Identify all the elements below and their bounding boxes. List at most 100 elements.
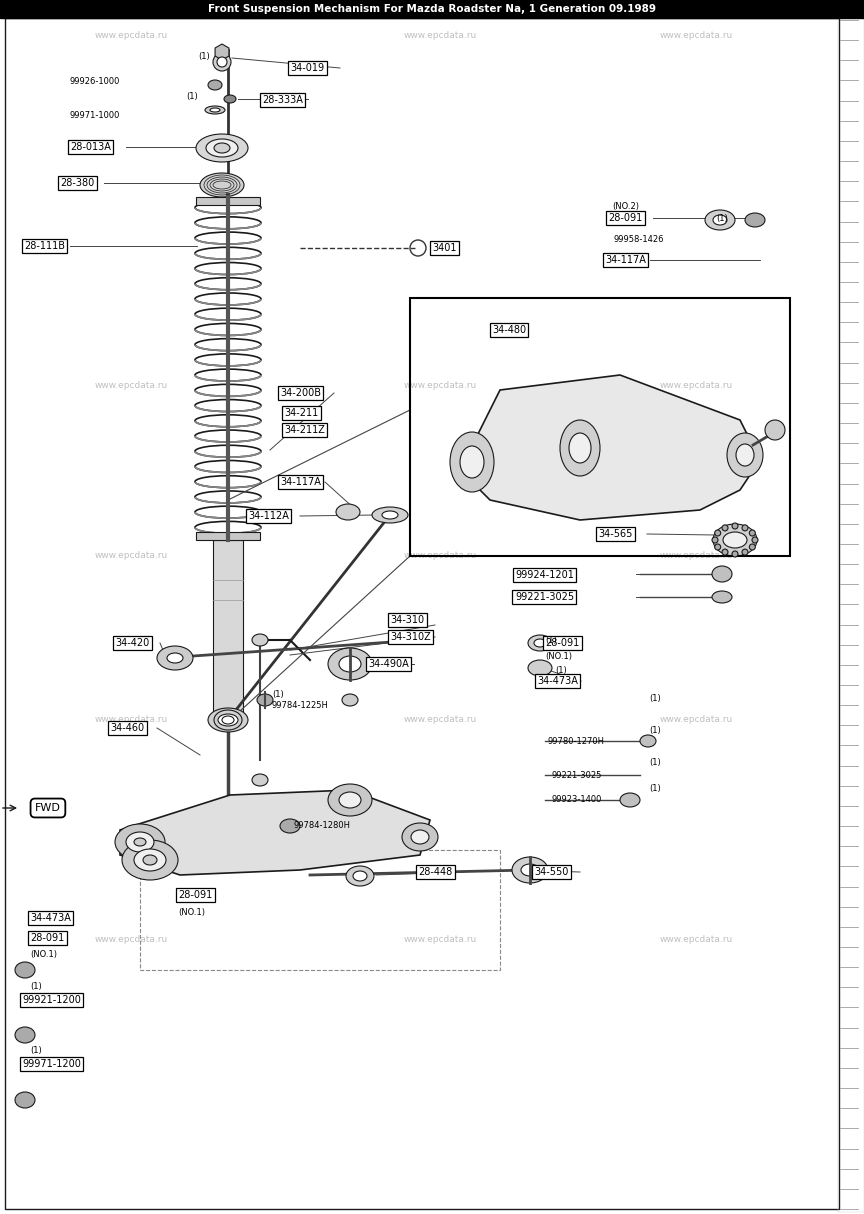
Ellipse shape (208, 80, 222, 90)
Text: 34-565: 34-565 (598, 529, 632, 539)
Text: 99784-1280H: 99784-1280H (294, 822, 351, 830)
Text: 99926-1000: 99926-1000 (70, 78, 120, 86)
Bar (0, 0, 864, 18)
Ellipse shape (134, 849, 166, 870)
Ellipse shape (705, 210, 735, 229)
Ellipse shape (328, 784, 372, 816)
Ellipse shape (218, 714, 238, 726)
Ellipse shape (143, 855, 157, 866)
Ellipse shape (765, 420, 785, 439)
Bar (213, 540, 243, 720)
Ellipse shape (15, 961, 35, 978)
Text: www.epcdata.ru: www.epcdata.ru (660, 32, 734, 40)
Text: 34-200B: 34-200B (280, 388, 321, 398)
Ellipse shape (712, 537, 718, 543)
Ellipse shape (534, 639, 546, 647)
Text: 34-310: 34-310 (390, 615, 424, 625)
Text: (1): (1) (649, 726, 661, 734)
Bar (838, 18, 864, 1212)
Ellipse shape (200, 174, 244, 197)
Ellipse shape (715, 531, 721, 537)
Text: www.epcdata.ru: www.epcdata.ru (95, 32, 168, 40)
Text: www.epcdata.ru: www.epcdata.ru (95, 715, 168, 725)
Text: 28-013A: 28-013A (70, 142, 111, 152)
Ellipse shape (210, 108, 220, 112)
Ellipse shape (257, 694, 273, 707)
Ellipse shape (742, 549, 748, 555)
Text: www.epcdata.ru: www.epcdata.ru (660, 715, 734, 725)
Ellipse shape (346, 866, 374, 886)
Text: 99780-1270H: 99780-1270H (547, 737, 604, 747)
Ellipse shape (252, 634, 268, 646)
Text: 34-480: 34-480 (492, 325, 526, 335)
Text: 99221-3025: 99221-3025 (552, 771, 602, 779)
Text: (1): (1) (555, 666, 567, 675)
Text: www.epcdata.ru: www.epcdata.ru (95, 380, 168, 390)
Ellipse shape (745, 212, 765, 227)
Text: (1): (1) (716, 214, 727, 222)
Ellipse shape (732, 523, 738, 529)
Bar (196, 197, 260, 205)
Ellipse shape (722, 524, 728, 531)
Ellipse shape (521, 864, 539, 877)
Text: (1): (1) (198, 52, 210, 62)
Text: www.epcdata.ru: www.epcdata.ru (660, 380, 734, 390)
Text: 34-420: 34-420 (115, 639, 149, 648)
Ellipse shape (715, 544, 721, 550)
Ellipse shape (749, 544, 755, 550)
Text: 3401: 3401 (432, 243, 456, 253)
Ellipse shape (528, 635, 552, 651)
Ellipse shape (15, 1027, 35, 1043)
Ellipse shape (713, 215, 727, 225)
Ellipse shape (213, 53, 231, 70)
Text: www.epcdata.ru: www.epcdata.ru (660, 936, 734, 944)
Text: 34-490A: 34-490A (368, 659, 409, 669)
Ellipse shape (206, 138, 238, 157)
Ellipse shape (560, 420, 600, 476)
Ellipse shape (214, 143, 230, 153)
Text: 28-111B: 28-111B (24, 242, 65, 251)
Text: 34-473A: 34-473A (30, 913, 71, 923)
Ellipse shape (214, 710, 242, 730)
Ellipse shape (134, 838, 146, 846)
Text: (NO.1): (NO.1) (545, 652, 572, 660)
Text: 99923-1400: 99923-1400 (552, 795, 602, 805)
Polygon shape (465, 375, 760, 520)
Text: 28-448: 28-448 (418, 867, 452, 877)
Ellipse shape (328, 648, 372, 680)
Text: FWD: FWD (35, 802, 60, 813)
Text: 34-117A: 34-117A (605, 255, 646, 265)
Bar (410, 297, 790, 556)
Ellipse shape (382, 511, 398, 520)
Text: (NO.2): (NO.2) (612, 203, 639, 211)
Text: 99971-1000: 99971-1000 (70, 112, 120, 120)
Ellipse shape (723, 532, 747, 548)
Text: 28-333A: 28-333A (262, 95, 303, 104)
Ellipse shape (569, 433, 591, 463)
Text: www.epcdata.ru: www.epcdata.ru (404, 32, 477, 40)
Ellipse shape (196, 134, 248, 161)
Text: 34-019: 34-019 (290, 63, 324, 73)
Ellipse shape (217, 57, 227, 67)
Ellipse shape (372, 507, 408, 523)
Ellipse shape (512, 857, 548, 883)
Text: 99958-1426: 99958-1426 (614, 234, 664, 244)
Text: (1): (1) (186, 91, 198, 101)
Ellipse shape (208, 708, 248, 732)
Ellipse shape (712, 591, 732, 603)
Text: www.epcdata.ru: www.epcdata.ru (95, 936, 168, 944)
Text: 99784-1225H: 99784-1225H (272, 702, 329, 710)
Ellipse shape (749, 531, 755, 537)
Ellipse shape (411, 830, 429, 844)
Text: 34-310Z: 34-310Z (390, 632, 431, 642)
Polygon shape (120, 790, 430, 875)
Text: www.epcdata.ru: www.epcdata.ru (404, 936, 477, 944)
Ellipse shape (732, 551, 738, 557)
Text: 28-091: 28-091 (608, 212, 642, 223)
Ellipse shape (722, 549, 728, 555)
Ellipse shape (15, 1093, 35, 1108)
Ellipse shape (252, 775, 268, 785)
Text: www.epcdata.ru: www.epcdata.ru (95, 550, 168, 560)
Bar (196, 532, 260, 540)
Ellipse shape (450, 432, 494, 492)
